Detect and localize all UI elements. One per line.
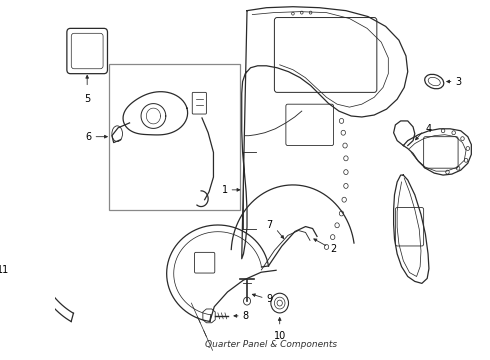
- Text: 4: 4: [425, 124, 432, 134]
- Text: 1: 1: [221, 185, 227, 195]
- Text: 9: 9: [267, 294, 272, 304]
- Text: 8: 8: [243, 311, 249, 321]
- Text: 10: 10: [273, 330, 286, 341]
- Text: 2: 2: [330, 244, 336, 254]
- Text: 6: 6: [85, 132, 92, 142]
- Text: 7: 7: [267, 220, 273, 230]
- Text: Quarter Panel & Components: Quarter Panel & Components: [205, 340, 337, 349]
- Bar: [109, 64, 240, 210]
- Text: 3: 3: [455, 77, 462, 86]
- Text: 11: 11: [0, 265, 9, 275]
- Text: 5: 5: [84, 94, 90, 104]
